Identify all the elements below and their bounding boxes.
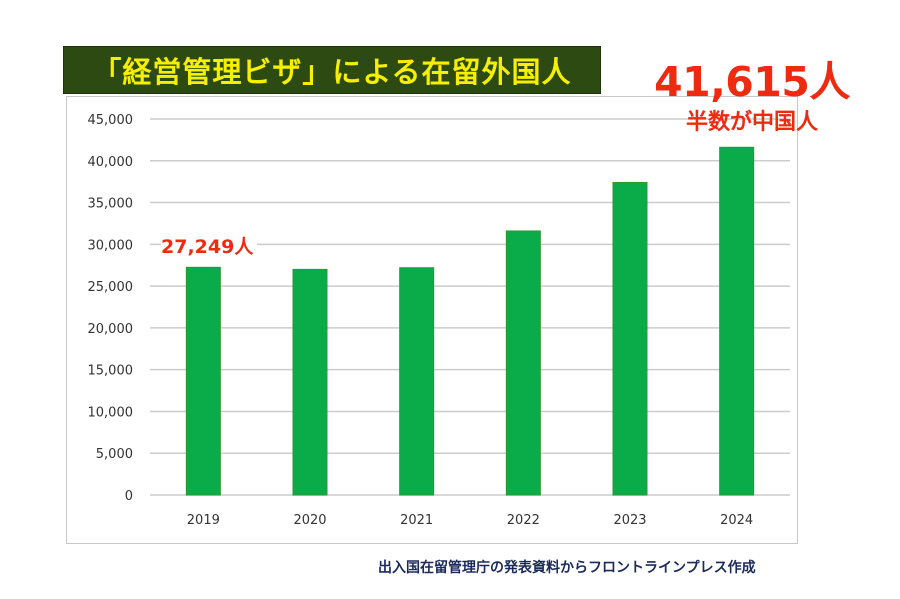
bar-2024 xyxy=(719,146,755,496)
y-tick-label: 10,000 xyxy=(88,405,134,420)
first-count-callout: 27,249人 xyxy=(161,232,258,259)
source-note: 出入国在留管理庁の発表資料からフロントラインプレス作成 xyxy=(378,560,756,576)
y-tick-label: 40,000 xyxy=(88,155,134,170)
chart-title: 「経営管理ビザ」による在留外国人 xyxy=(92,55,572,89)
y-axis-ticks: 0 5,000 10,000 15,000 20,000 25,000 30,000 35,0… xyxy=(88,113,134,504)
y-tick-label: 45,000 xyxy=(88,113,134,128)
bar-2021 xyxy=(399,267,435,496)
x-tick-label: 2021 xyxy=(400,513,433,528)
bar-2022 xyxy=(505,230,541,496)
chart-title-banner: 「経営管理ビザ」による在留外国人 xyxy=(63,46,601,94)
y-tick-label: 25,000 xyxy=(88,280,134,295)
y-tick-label: 5,000 xyxy=(96,447,133,462)
x-tick-label: 2020 xyxy=(293,513,326,528)
x-tick-label: 2024 xyxy=(720,513,753,528)
bars xyxy=(185,146,755,496)
x-tick-label: 2019 xyxy=(187,513,220,528)
y-tick-label: 20,000 xyxy=(88,322,134,337)
latest-note-callout: 半数が中国人 xyxy=(685,110,818,135)
x-tick-label: 2022 xyxy=(507,513,540,528)
bar-2023 xyxy=(612,182,648,496)
gridlines xyxy=(150,118,790,496)
y-tick-label: 30,000 xyxy=(88,238,134,253)
y-tick-label: 15,000 xyxy=(88,364,134,379)
bar-2019 xyxy=(185,266,221,496)
bar-2020 xyxy=(292,268,328,496)
x-tick-label: 2023 xyxy=(613,513,646,528)
x-axis-ticks: 2019 2020 2021 2022 2023 2024 xyxy=(187,513,753,528)
y-tick-label: 0 xyxy=(125,489,133,504)
latest-count-callout: 41,615人 xyxy=(654,58,850,106)
y-tick-label: 35,000 xyxy=(88,197,134,212)
